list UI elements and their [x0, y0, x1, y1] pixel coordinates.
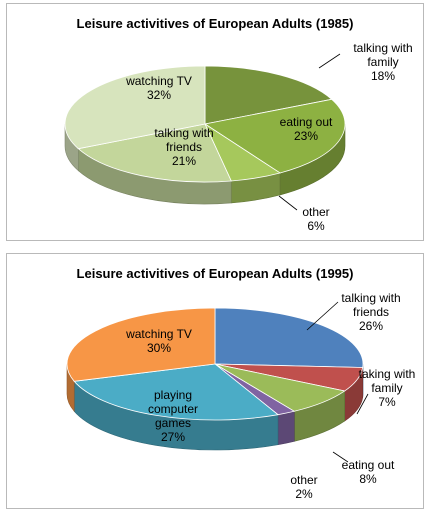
- pie-0-labels: talking with family 18% eating out 23% other 6…: [125, 41, 413, 233]
- label-watching-tv: watching TV 30%: [125, 327, 192, 355]
- label-talking-with-friends: talking with friends 21%: [154, 126, 213, 168]
- side-other: [277, 410, 295, 446]
- chart-1995: Leisure activitives of European Adults (…: [6, 253, 424, 509]
- leader-line-eating-out: [332, 451, 349, 463]
- slice-watching-tv: [64, 65, 206, 150]
- label-other: other 6%: [302, 205, 329, 233]
- slice-talking-with-friends: [214, 307, 364, 368]
- chart-1985: Leisure activitives of European Adults (…: [6, 3, 424, 241]
- label-talking-with-family: talking with family 18%: [353, 41, 412, 83]
- chart-title-1995: Leisure activitives of European Adults (…: [77, 266, 354, 281]
- pie-0-slices: [64, 65, 346, 205]
- pie-chart-1995-svg: Leisure activitives of European Adults (…: [66, 266, 415, 501]
- slice-talking-with-family: [204, 65, 333, 125]
- label-talking-with-friends: talking with friends 26%: [341, 291, 400, 333]
- label-watching-tv: watching TV 32%: [125, 74, 192, 102]
- label-eating-out: eating out 8%: [342, 458, 395, 486]
- label-other: other 2%: [290, 473, 317, 501]
- pie-1-slices: [66, 307, 364, 451]
- leader-line-taking-with-family: [356, 393, 369, 415]
- leader-line-talking-with-friends: [306, 301, 339, 331]
- slice-talking-with-friends: [77, 123, 232, 183]
- pie-1-labels: talking with friends 26% taking with family 7…: [125, 291, 415, 501]
- slice-watching-tv: [66, 307, 216, 382]
- pie-0-sides: [64, 123, 346, 205]
- leader-line-other: [278, 195, 298, 211]
- pie-chart-1985-svg: Leisure activitives of European Adults (…: [64, 16, 413, 233]
- leader-line-talking-with-family: [318, 53, 341, 69]
- slice-playing-computer-games: [73, 363, 279, 421]
- chart-title-1985: Leisure activitives of European Adults (…: [77, 16, 354, 31]
- label-eating-out: eating out 23%: [280, 115, 333, 143]
- label-playing-computer-games: playing computer games 27%: [148, 388, 198, 444]
- label-taking-with-family: taking with family 7%: [359, 367, 416, 409]
- slice-eating-out: [203, 98, 346, 174]
